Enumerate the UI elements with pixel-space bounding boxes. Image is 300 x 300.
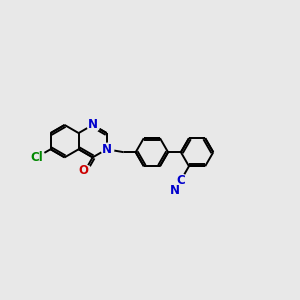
Text: C: C bbox=[176, 174, 185, 187]
Text: O: O bbox=[79, 164, 88, 177]
Text: Cl: Cl bbox=[30, 151, 43, 164]
Text: N: N bbox=[102, 143, 112, 156]
Text: N: N bbox=[88, 118, 98, 131]
Text: N: N bbox=[170, 184, 180, 197]
